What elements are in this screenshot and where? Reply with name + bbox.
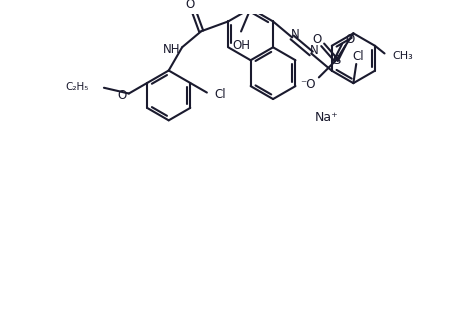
Text: Cl: Cl	[352, 50, 363, 63]
Text: NH: NH	[162, 43, 180, 56]
Text: O: O	[312, 32, 321, 46]
Text: S: S	[331, 54, 339, 67]
Text: N: N	[309, 44, 318, 57]
Text: ⁻O: ⁻O	[300, 78, 315, 91]
Text: C₂H₅: C₂H₅	[65, 82, 88, 92]
Text: N: N	[290, 28, 299, 41]
Text: O: O	[117, 89, 126, 102]
Text: Cl: Cl	[214, 88, 226, 101]
Text: O: O	[344, 32, 354, 46]
Text: CH₃: CH₃	[391, 51, 412, 61]
Text: OH: OH	[232, 39, 249, 52]
Text: Na⁺: Na⁺	[314, 111, 338, 124]
Text: O: O	[185, 0, 194, 11]
